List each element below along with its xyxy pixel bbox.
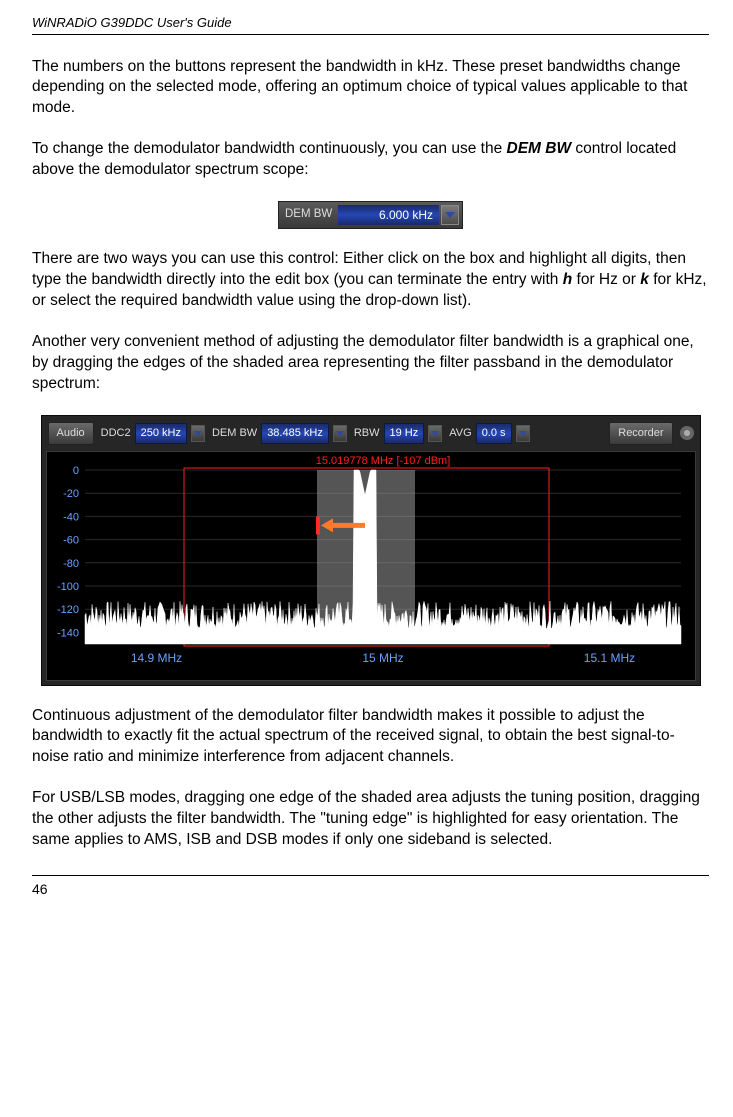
paragraph-3: There are two ways you can use this cont… bbox=[32, 249, 709, 312]
chevron-down-icon bbox=[431, 431, 439, 436]
rbw-label: RBW bbox=[354, 426, 380, 441]
dembw-dropdown-button[interactable] bbox=[441, 205, 459, 225]
ddc2-dropdown[interactable] bbox=[191, 425, 205, 442]
svg-text:0: 0 bbox=[72, 465, 78, 477]
svg-text:-100: -100 bbox=[56, 581, 78, 593]
paragraph-6: For USB/LSB modes, dragging one edge of … bbox=[32, 788, 709, 851]
spectrum-plot[interactable]: 0 -20 -40 -60 -80 -100 -120 -140 15.019778 MHz [… bbox=[46, 451, 696, 681]
dembw-value-input[interactable]: 6.000 kHz bbox=[338, 205, 439, 225]
spectrum-panel: Audio DDC2 250 kHz DEM BW 38.485 kHz RBW… bbox=[41, 415, 701, 686]
k-key: k bbox=[640, 271, 649, 288]
recorder-tab[interactable]: Recorder bbox=[609, 422, 672, 445]
ddc2-value[interactable]: 250 kHz bbox=[135, 423, 187, 444]
svg-text:-40: -40 bbox=[63, 511, 79, 523]
svg-text:15.1 MHz: 15.1 MHz bbox=[583, 651, 634, 665]
svg-text:-140: -140 bbox=[56, 627, 78, 639]
chevron-down-icon bbox=[445, 212, 455, 218]
chevron-down-icon bbox=[194, 431, 202, 436]
svg-text:14.9 MHz: 14.9 MHz bbox=[130, 651, 181, 665]
svg-text:-120: -120 bbox=[56, 604, 78, 616]
text: To change the demodulator bandwidth cont… bbox=[32, 140, 507, 157]
dembw-toolbar-value[interactable]: 38.485 kHz bbox=[261, 423, 329, 444]
svg-text:15.019778 MHz [-107 dBm]: 15.019778 MHz [-107 dBm] bbox=[315, 455, 450, 467]
dembw-toolbar-dropdown[interactable] bbox=[333, 425, 347, 442]
svg-text:-60: -60 bbox=[63, 534, 79, 546]
gear-icon[interactable] bbox=[680, 426, 694, 440]
paragraph-2: To change the demodulator bandwidth cont… bbox=[32, 139, 709, 181]
avg-value[interactable]: 0.0 s bbox=[476, 423, 512, 444]
avg-label: AVG bbox=[449, 426, 471, 441]
svg-text:15 MHz: 15 MHz bbox=[362, 651, 403, 665]
dembw-label: DEM BW bbox=[279, 207, 338, 223]
spectrum-toolbar: Audio DDC2 250 kHz DEM BW 38.485 kHz RBW… bbox=[46, 420, 696, 451]
rbw-value[interactable]: 19 Hz bbox=[384, 423, 425, 444]
paragraph-5: Continuous adjustment of the demodulator… bbox=[32, 706, 709, 769]
page-number: 46 bbox=[32, 881, 48, 897]
ddc2-label: DDC2 bbox=[101, 426, 131, 441]
dembw-term: DEM BW bbox=[507, 140, 572, 157]
paragraph-4: Another very convenient method of adjust… bbox=[32, 332, 709, 395]
paragraph-1: The numbers on the buttons represent the… bbox=[32, 57, 709, 120]
page-header: WiNRADiO G39DDC User's Guide bbox=[32, 14, 709, 35]
h-key: h bbox=[563, 271, 572, 288]
audio-tab[interactable]: Audio bbox=[48, 422, 94, 445]
dembw-control[interactable]: DEM BW 6.000 kHz bbox=[278, 201, 463, 229]
svg-text:-20: -20 bbox=[63, 488, 79, 500]
chevron-down-icon bbox=[336, 431, 344, 436]
page-footer: 46 bbox=[32, 875, 709, 899]
text: for Hz or bbox=[572, 271, 640, 288]
chevron-down-icon bbox=[519, 431, 527, 436]
svg-text:-80: -80 bbox=[63, 557, 79, 569]
dembw-toolbar-label: DEM BW bbox=[212, 426, 257, 441]
avg-dropdown[interactable] bbox=[516, 425, 530, 442]
rbw-dropdown[interactable] bbox=[428, 425, 442, 442]
